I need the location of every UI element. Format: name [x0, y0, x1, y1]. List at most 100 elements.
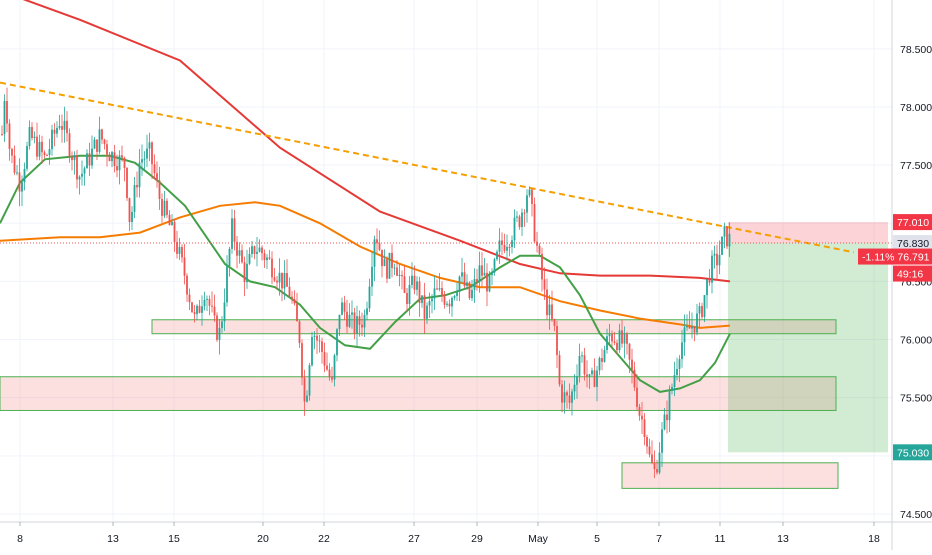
candle-body: [591, 370, 593, 375]
candle-body: [123, 157, 126, 168]
candle-body: [643, 419, 646, 438]
candle-body: [131, 211, 133, 222]
x-tick-label: 8: [17, 533, 23, 545]
candle-body: [613, 341, 616, 343]
support-zone: [621, 462, 839, 489]
candle-body: [606, 336, 608, 350]
candle-body: [406, 292, 408, 304]
candle-body: [298, 321, 301, 344]
candle-body: [376, 239, 378, 244]
candle-body: [108, 154, 111, 162]
candle-body: [383, 259, 386, 267]
candle-body: [283, 272, 286, 289]
long-position-tool[interactable]: [728, 222, 888, 453]
candle-body: [446, 303, 448, 305]
candle-body: [81, 173, 83, 177]
x-tick-label: 15: [168, 533, 180, 545]
candle-body: [716, 253, 718, 266]
stop-price-label: 75.030: [897, 447, 929, 459]
candle-body: [261, 247, 263, 254]
candle-body: [211, 305, 213, 307]
candle-body: [168, 214, 171, 226]
candle-body: [596, 370, 598, 387]
candle-body: [681, 342, 683, 360]
candle-body: [683, 327, 686, 343]
candle-body: [111, 152, 113, 162]
candle-body: [183, 257, 186, 276]
x-tick-label: 13: [777, 533, 789, 545]
candle-body: [531, 189, 533, 204]
candle-body: [173, 221, 176, 242]
candle-body: [511, 240, 513, 248]
candle-body: [361, 324, 363, 328]
candle-body: [268, 257, 271, 259]
candle-body: [451, 297, 453, 307]
candle-body: [638, 406, 641, 416]
candle-body: [583, 355, 586, 375]
candle-body: [333, 355, 336, 380]
candle-body: [218, 327, 221, 340]
candle-body: [678, 359, 681, 369]
candle-body: [553, 319, 556, 327]
candle-body: [86, 153, 88, 169]
candle-body: [196, 305, 198, 315]
candle-body: [506, 246, 508, 251]
candle-body: [68, 133, 71, 158]
candle-body: [166, 200, 168, 215]
candle-body: [13, 155, 16, 173]
candle-body: [588, 374, 591, 377]
candle-body: [723, 226, 726, 237]
candle-body: [413, 275, 416, 290]
candle-body: [3, 100, 6, 135]
candle-body: [63, 120, 66, 130]
candle-body: [31, 127, 33, 139]
candle-body: [593, 370, 596, 387]
candle-body: [156, 173, 158, 181]
candle-body: [33, 136, 36, 139]
candle-body: [6, 100, 8, 124]
candle-body: [206, 298, 208, 300]
candle-body: [286, 272, 288, 287]
candle-body: [73, 155, 76, 161]
current-price-label-bg: [858, 248, 932, 265]
candle-body: [256, 251, 258, 254]
candle-body: [718, 254, 721, 266]
candle-body: [566, 392, 568, 396]
candle-body: [556, 326, 558, 356]
candle-body: [648, 446, 651, 455]
candle-body: [663, 414, 666, 430]
candle-body: [403, 276, 406, 293]
x-tick-label: 13: [107, 533, 119, 545]
candle-body: [498, 240, 501, 252]
candle-body: [431, 298, 433, 302]
candle-body: [153, 164, 156, 174]
x-tick-label: 20: [257, 533, 269, 545]
target-price-label-bg: [893, 214, 932, 231]
candle-body: [101, 129, 103, 140]
candle-body: [253, 246, 256, 254]
countdown-label-bg: [893, 265, 932, 282]
candle-body: [193, 312, 196, 315]
candle-body: [23, 168, 26, 183]
candle-body: [486, 272, 488, 292]
candle-body: [213, 306, 216, 316]
candle-body: [546, 289, 548, 316]
candle-body: [26, 146, 28, 169]
candles: [1, 87, 731, 479]
candle-body: [673, 375, 676, 388]
candle-body: [43, 152, 46, 155]
target-price-label: 77.010: [897, 217, 929, 229]
candle-body: [171, 221, 173, 226]
candle-body: [598, 357, 601, 371]
candle-body: [488, 275, 491, 292]
candle-body: [471, 289, 473, 299]
candle-body: [438, 288, 441, 290]
candle-body: [61, 126, 63, 130]
candle-body: [336, 329, 338, 356]
candle-body: [263, 253, 266, 261]
candle-body: [191, 302, 193, 313]
candle-body: [221, 321, 223, 328]
candle-body: [456, 291, 458, 296]
